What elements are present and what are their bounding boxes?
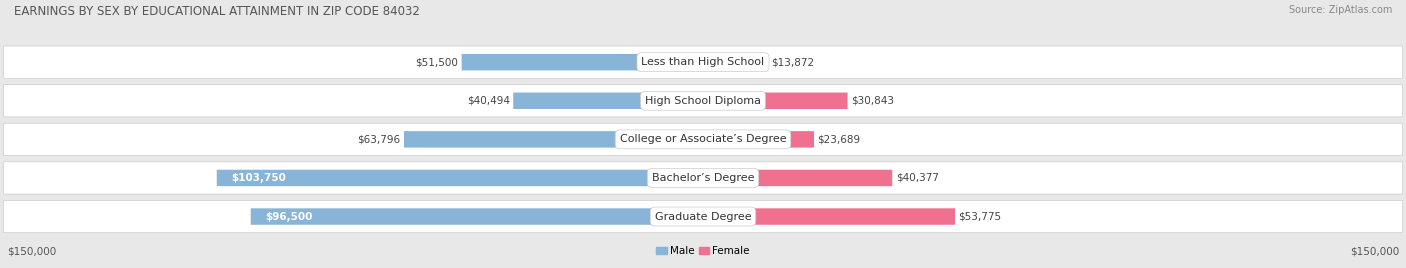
Text: College or Associate’s Degree: College or Associate’s Degree <box>620 134 786 144</box>
FancyBboxPatch shape <box>703 170 893 186</box>
FancyBboxPatch shape <box>3 162 1403 194</box>
Text: $150,000: $150,000 <box>7 247 56 257</box>
FancyBboxPatch shape <box>3 46 1403 78</box>
Text: Less than High School: Less than High School <box>641 57 765 67</box>
FancyBboxPatch shape <box>404 131 703 148</box>
Text: Bachelor’s Degree: Bachelor’s Degree <box>652 173 754 183</box>
FancyBboxPatch shape <box>703 54 768 70</box>
Text: $40,377: $40,377 <box>896 173 939 183</box>
Text: $30,843: $30,843 <box>851 96 894 106</box>
FancyBboxPatch shape <box>250 208 703 225</box>
FancyBboxPatch shape <box>461 54 703 70</box>
Text: $23,689: $23,689 <box>817 134 860 144</box>
Legend: Male, Female: Male, Female <box>652 242 754 260</box>
FancyBboxPatch shape <box>3 85 1403 117</box>
Text: $103,750: $103,750 <box>231 173 285 183</box>
Text: $51,500: $51,500 <box>415 57 458 67</box>
FancyBboxPatch shape <box>703 208 955 225</box>
Text: $96,500: $96,500 <box>264 211 312 222</box>
FancyBboxPatch shape <box>703 131 814 148</box>
Text: $40,494: $40,494 <box>467 96 510 106</box>
FancyBboxPatch shape <box>513 92 703 109</box>
Text: $13,872: $13,872 <box>772 57 814 67</box>
Text: Source: ZipAtlas.com: Source: ZipAtlas.com <box>1288 5 1392 15</box>
FancyBboxPatch shape <box>3 200 1403 233</box>
Text: Graduate Degree: Graduate Degree <box>655 211 751 222</box>
Text: $53,775: $53,775 <box>959 211 1001 222</box>
Text: $63,796: $63,796 <box>357 134 401 144</box>
Text: High School Diploma: High School Diploma <box>645 96 761 106</box>
Text: $150,000: $150,000 <box>1350 247 1399 257</box>
FancyBboxPatch shape <box>3 123 1403 155</box>
FancyBboxPatch shape <box>703 92 848 109</box>
Text: EARNINGS BY SEX BY EDUCATIONAL ATTAINMENT IN ZIP CODE 84032: EARNINGS BY SEX BY EDUCATIONAL ATTAINMEN… <box>14 5 420 18</box>
FancyBboxPatch shape <box>217 170 703 186</box>
